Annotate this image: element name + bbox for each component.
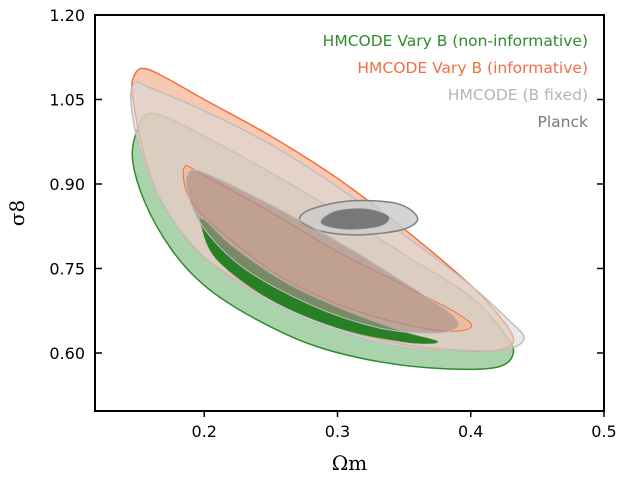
y-axis-label: σ8 <box>5 200 29 226</box>
legend-entry-hmcode-b-fixed: HMCODE (B fixed) <box>448 86 588 104</box>
legend-entry-hmcode-vary-b-informative: HMCODE Vary B (informative) <box>357 59 588 77</box>
x-tick-label: 0.3 <box>325 422 350 441</box>
y-tick-label: 0.90 <box>49 175 85 194</box>
contour-layer <box>130 67 525 371</box>
y-tick-label: 0.75 <box>49 259 85 278</box>
x-axis-label: Ωm <box>332 451 368 475</box>
legend: HMCODE Vary B (non-informative) HMCODE Va… <box>323 32 588 131</box>
x-tick-label: 0.4 <box>458 422 483 441</box>
x-tick-label: 0.2 <box>192 422 217 441</box>
y-tick-label: 1.05 <box>49 90 85 109</box>
legend-entry-planck: Planck <box>538 113 588 131</box>
y-tick-label: 0.60 <box>49 344 85 363</box>
plot-frame <box>94 14 605 412</box>
contour-68-hmcode-b-fixed <box>185 169 460 334</box>
legend-entry-hmcode-vary-b-non-informative: HMCODE Vary B (non-informative) <box>323 32 588 50</box>
y-axis: 0.60 0.75 0.90 1.05 1.20 <box>49 6 604 363</box>
y-tick-label: 1.20 <box>49 6 85 25</box>
contour-68-planck <box>320 208 390 230</box>
x-tick-label: 0.5 <box>591 422 616 441</box>
x-axis: 0.2 0.3 0.4 0.5 <box>192 411 617 441</box>
